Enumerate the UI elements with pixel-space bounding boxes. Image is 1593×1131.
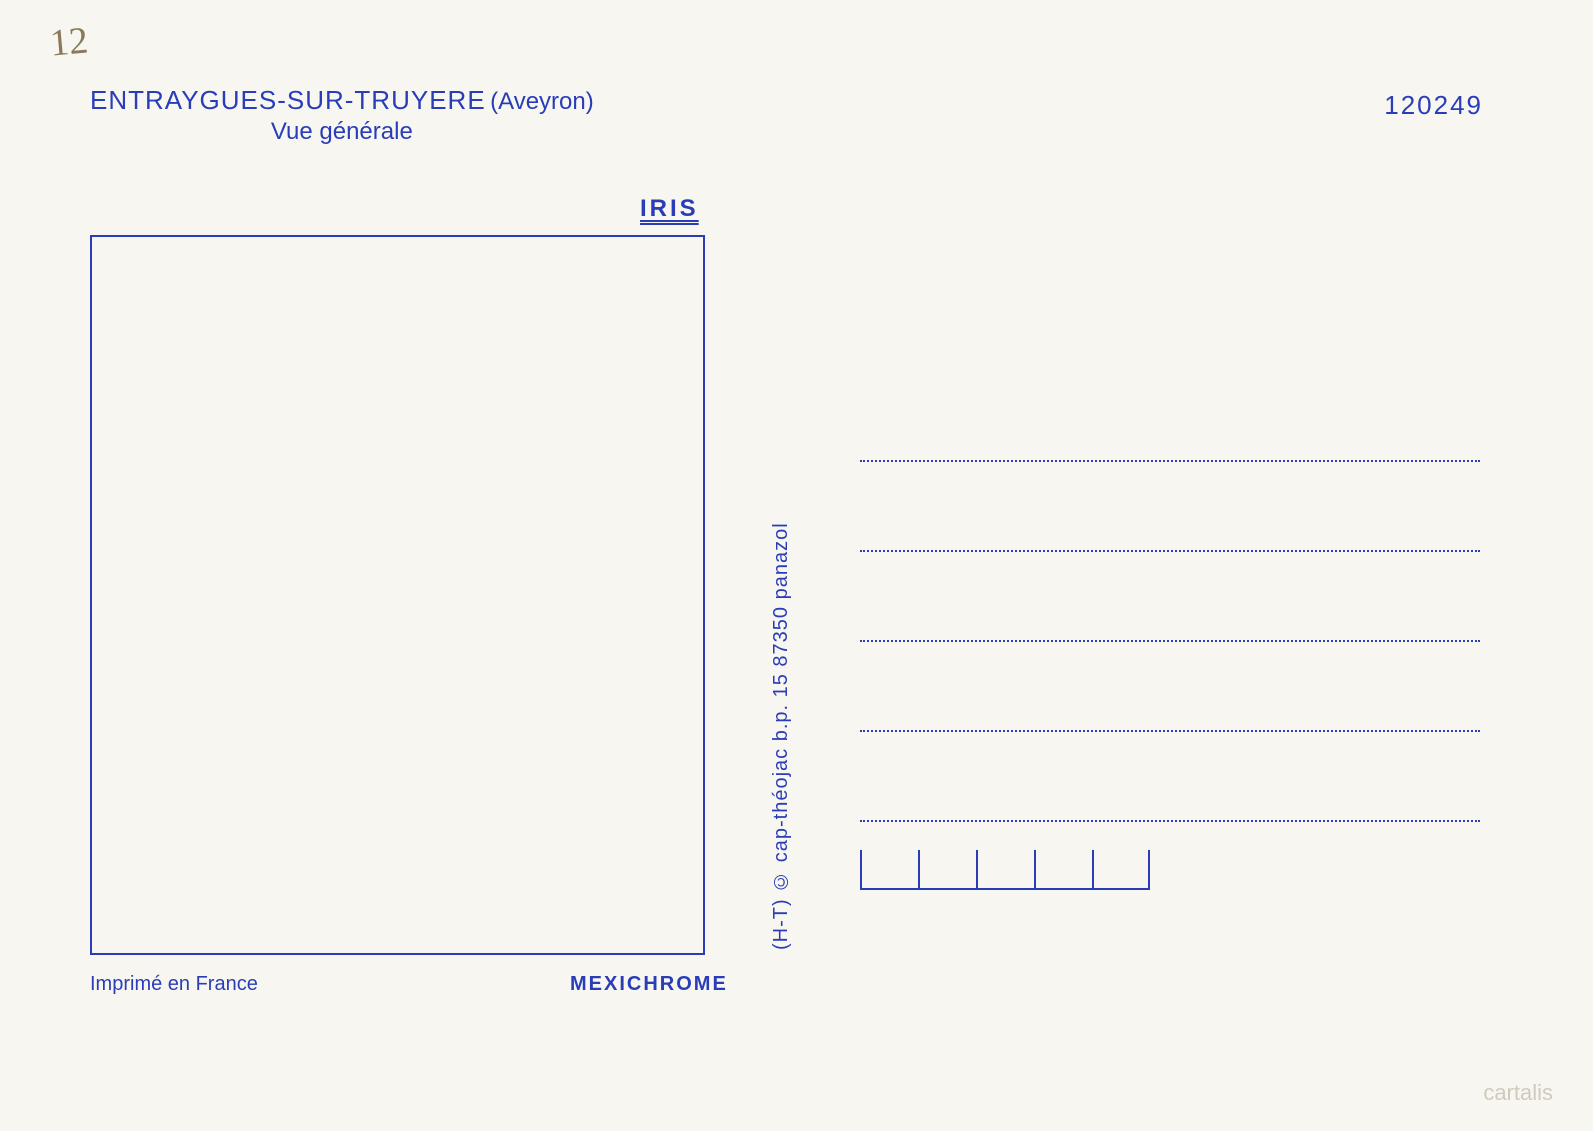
address-line <box>860 730 1480 732</box>
postal-box <box>976 850 1034 890</box>
imprint-text: Imprimé en France <box>90 973 258 996</box>
watermark: cartalis <box>1483 1080 1553 1106</box>
postal-code-boxes <box>860 850 1150 890</box>
postal-box <box>860 850 918 890</box>
postal-box <box>918 850 976 890</box>
postal-box <box>1034 850 1092 890</box>
publisher-credit: (H-T) © cap-théojac b.p. 15 87350 panazo… <box>770 410 793 950</box>
location-title: ENTRAYGUES-SUR-TRUYERE <box>90 85 486 115</box>
title-block: ENTRAYGUES-SUR-TRUYERE (Aveyron) Vue gén… <box>90 85 594 146</box>
address-line <box>860 460 1480 462</box>
location-region: (Aveyron) <box>490 88 594 115</box>
postcard-back: 12 ENTRAYGUES-SUR-TRUYERE (Aveyron) Vue … <box>0 0 1593 1131</box>
card-number: 120249 <box>1384 90 1483 121</box>
postal-box <box>1092 850 1150 890</box>
address-line <box>860 550 1480 552</box>
message-area <box>90 235 705 955</box>
title-line: ENTRAYGUES-SUR-TRUYERE (Aveyron) <box>90 85 594 116</box>
location-subtitle: Vue générale <box>90 118 594 146</box>
brand-label: IRIS <box>640 195 699 223</box>
handwritten-annotation: 12 <box>48 18 90 65</box>
address-line <box>860 820 1480 822</box>
address-line <box>860 640 1480 642</box>
process-label: MEXICHROME <box>570 973 728 996</box>
address-lines <box>860 460 1480 910</box>
